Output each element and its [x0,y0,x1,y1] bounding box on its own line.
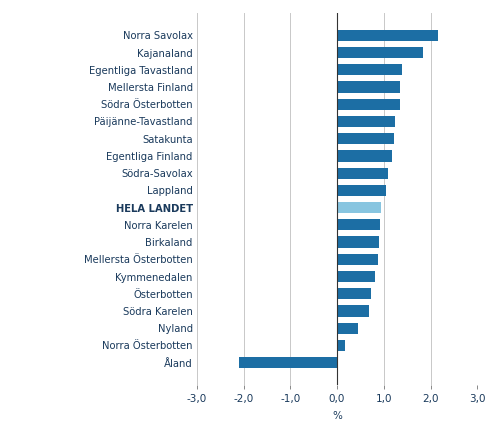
Bar [337,64,402,75]
Bar [337,340,345,351]
Bar [239,357,337,368]
Bar [337,323,358,334]
Bar [337,150,392,161]
Bar [337,288,370,299]
X-axis label: %: % [332,411,342,421]
Bar [337,168,389,179]
Bar [337,202,381,213]
Bar [337,237,379,248]
Bar [337,306,369,317]
Bar [337,254,378,265]
Bar [337,116,396,127]
Bar [337,47,424,58]
Bar [337,30,437,41]
Bar [337,271,375,282]
Bar [337,99,400,110]
Bar [337,133,394,144]
Bar [337,185,386,196]
Bar [337,81,400,92]
Bar [337,219,380,230]
